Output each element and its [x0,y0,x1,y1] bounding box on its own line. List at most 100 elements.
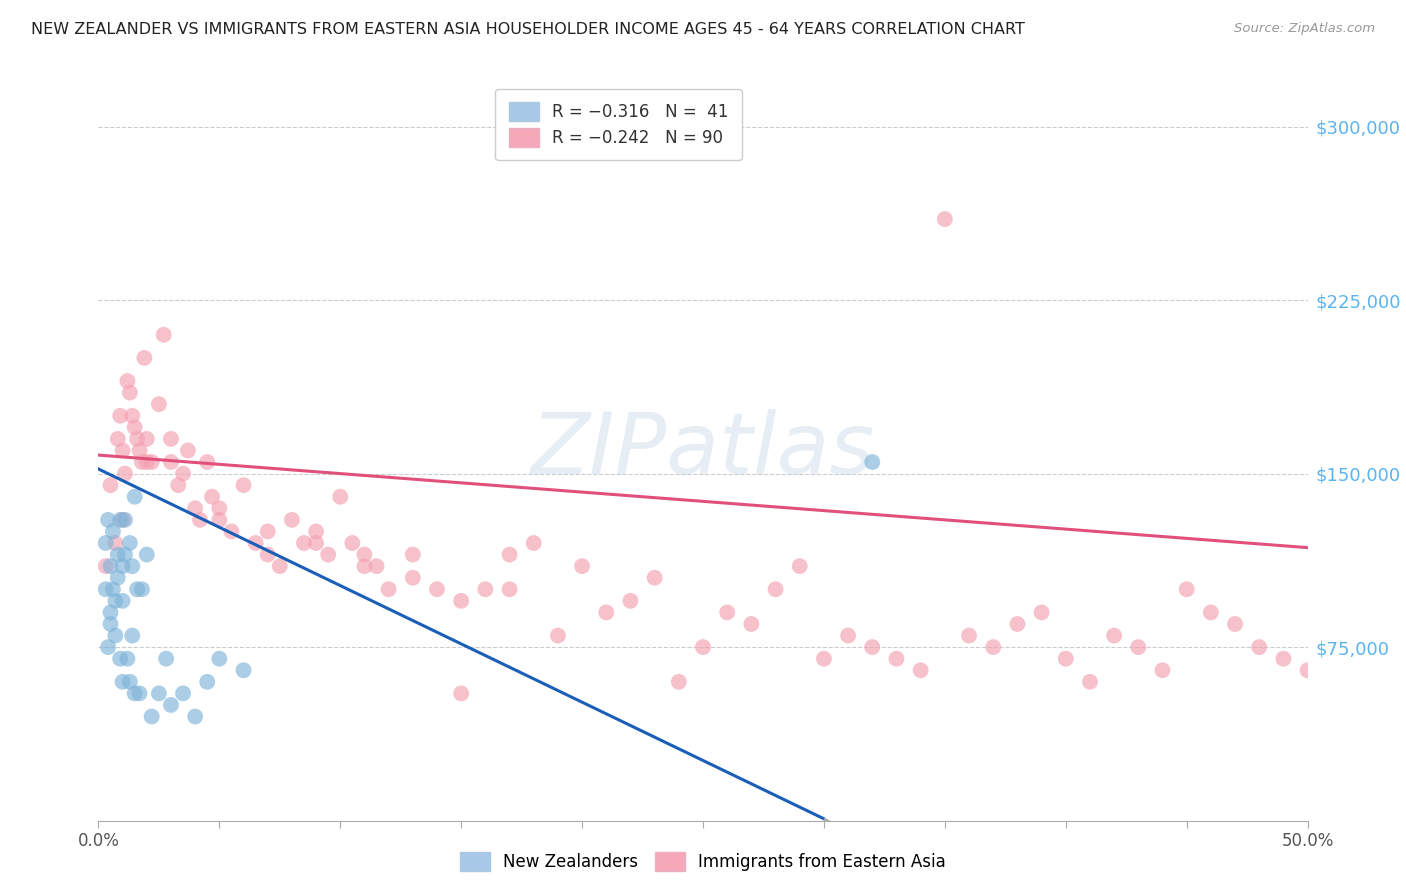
Point [765,582,787,597]
Point [104,594,127,608]
Point [118,674,141,689]
Point [114,467,136,481]
Point [160,698,183,712]
Point [523,536,546,550]
Point [910,663,932,677]
Point [1272,651,1295,665]
Point [353,559,375,574]
Text: ZIPatlas: ZIPatlas [531,409,875,492]
Point [256,548,278,562]
Point [208,651,231,665]
Point [1102,628,1125,642]
Point [117,651,139,665]
Point [128,443,150,458]
Point [1152,663,1174,677]
Point [292,536,315,550]
Point [114,548,136,562]
Point [402,571,425,585]
Point [107,571,129,585]
Point [232,663,254,677]
Point [121,628,143,642]
Legend: New Zealanders, Immigrants from Eastern Asia: New Zealanders, Immigrants from Eastern … [451,843,955,880]
Point [100,478,122,492]
Point [316,548,339,562]
Point [305,524,328,539]
Point [353,548,375,562]
Point [1031,606,1053,620]
Point [498,548,520,562]
Point [118,536,141,550]
Point [131,455,153,469]
Point [114,513,136,527]
Point [141,709,163,723]
Legend: R = −0.316   N =  41, R = −0.242   N = 90: R = −0.316 N = 41, R = −0.242 N = 90 [495,88,741,161]
Point [152,327,174,342]
Point [208,513,231,527]
Point [201,490,224,504]
Point [450,686,472,700]
Point [195,674,218,689]
Point [595,606,617,620]
Point [716,606,738,620]
Point [148,686,170,700]
Point [127,582,149,597]
Text: Source: ZipAtlas.com: Source: ZipAtlas.com [1234,22,1375,36]
Point [184,709,207,723]
Point [121,409,143,423]
Point [111,513,134,527]
Point [134,351,156,365]
Point [837,628,859,642]
Point [108,409,131,423]
Point [184,501,207,516]
Point [94,559,117,574]
Point [167,478,190,492]
Point [128,686,150,700]
Point [1054,651,1077,665]
Point [97,513,120,527]
Point [148,397,170,411]
Point [886,651,908,665]
Point [1249,640,1271,654]
Point [100,617,122,632]
Point [104,628,127,642]
Point [160,432,183,446]
Point [269,559,291,574]
Point [94,582,117,597]
Point [121,559,143,574]
Point [1223,617,1246,632]
Point [474,582,496,597]
Point [135,455,157,469]
Point [100,606,122,620]
Point [1175,582,1198,597]
Point [172,686,194,700]
Point [426,582,449,597]
Point [111,443,134,458]
Point [329,490,352,504]
Point [118,385,141,400]
Point [104,536,127,550]
Point [571,559,593,574]
Point [692,640,714,654]
Point [101,582,124,597]
Point [131,582,153,597]
Point [860,455,883,469]
Point [366,559,388,574]
Point [111,674,134,689]
Point [789,559,811,574]
Point [108,651,131,665]
Point [1128,640,1150,654]
Point [141,455,163,469]
Point [160,455,183,469]
Point [402,548,425,562]
Point [1296,663,1319,677]
Point [195,455,218,469]
Text: NEW ZEALANDER VS IMMIGRANTS FROM EASTERN ASIA HOUSEHOLDER INCOME AGES 45 - 64 YE: NEW ZEALANDER VS IMMIGRANTS FROM EASTERN… [31,22,1025,37]
Point [619,594,641,608]
Point [281,513,304,527]
Point [450,594,472,608]
Point [813,651,835,665]
Point [1078,674,1101,689]
Point [644,571,666,585]
Point [1199,606,1222,620]
Point [135,432,157,446]
